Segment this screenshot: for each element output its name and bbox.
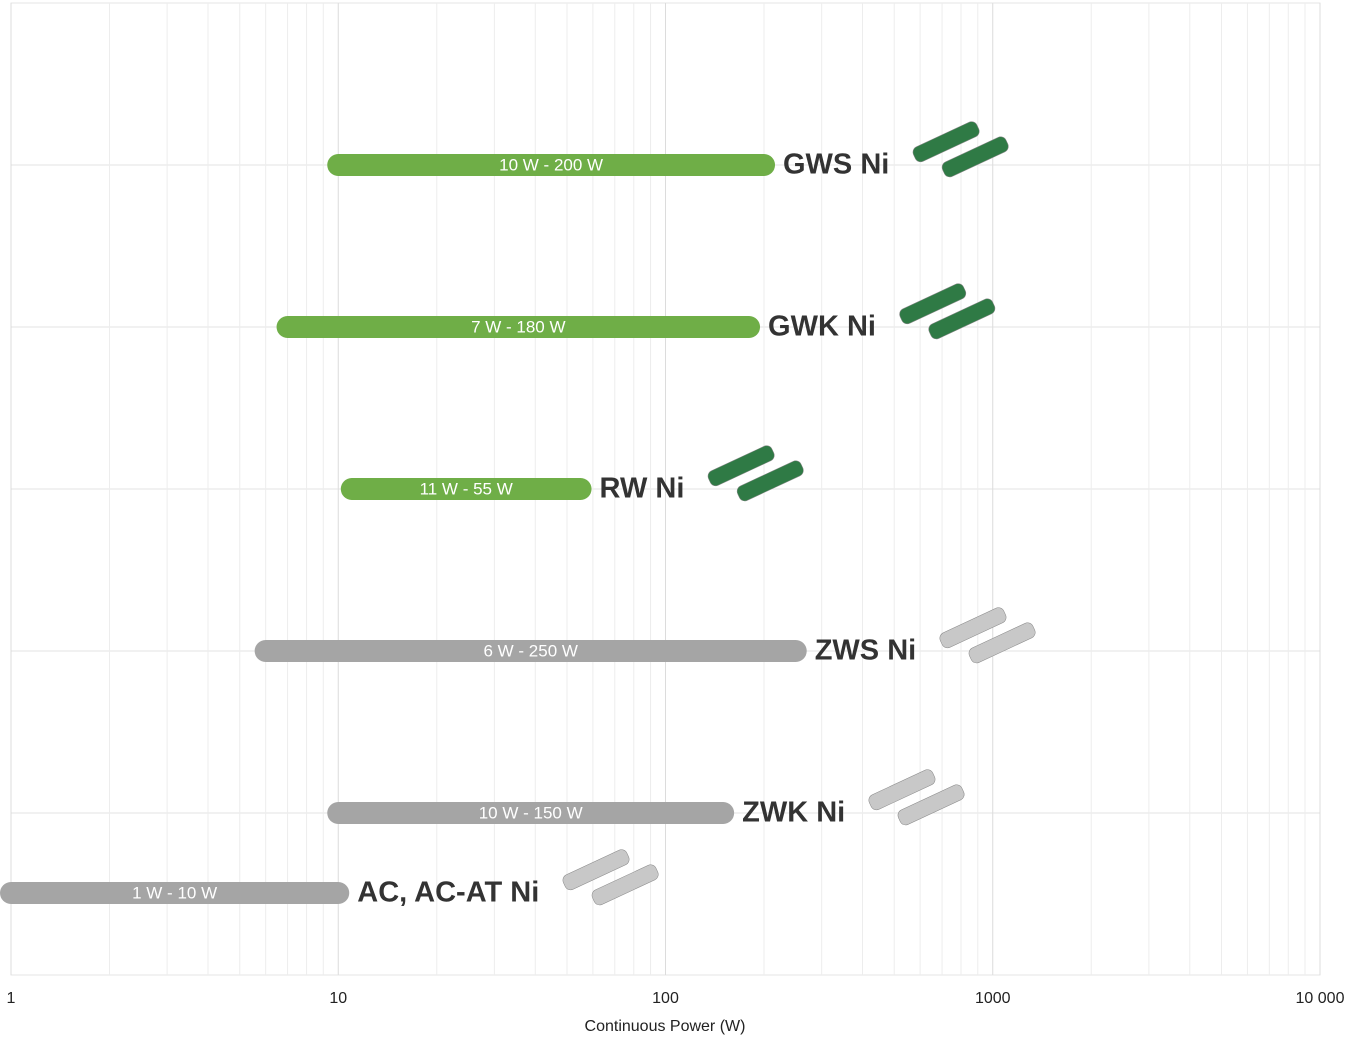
product-image xyxy=(939,607,1036,664)
product-name: GWS Ni xyxy=(783,149,889,181)
resistor-body xyxy=(939,607,1007,649)
x-axis-label: Continuous Power (W) xyxy=(585,1018,746,1035)
resistor-body xyxy=(562,849,630,891)
product-image xyxy=(912,121,1009,178)
range-bar xyxy=(340,478,592,500)
resistor-body xyxy=(928,298,996,340)
range-bar xyxy=(276,316,761,338)
resistor-body xyxy=(941,136,1009,178)
resistor-body xyxy=(591,864,659,906)
bar-value-label: 6 W - 250 W xyxy=(483,641,577,660)
product-name: ZWS Ni xyxy=(815,635,917,667)
resistor-body xyxy=(899,283,967,325)
bar-value-label: 7 W - 180 W xyxy=(471,317,565,336)
bar-value-label: 10 W - 150 W xyxy=(479,803,583,822)
range-bar xyxy=(327,802,735,824)
bar-value-label: 11 W - 55 W xyxy=(420,479,513,498)
resistor-body xyxy=(897,784,965,826)
resistor-body xyxy=(868,769,936,811)
resistor-body xyxy=(736,460,804,502)
product-name: RW Ni xyxy=(600,473,685,505)
x-tick-label: 1 xyxy=(7,990,16,1007)
product-name: GWK Ni xyxy=(768,311,876,343)
product-image xyxy=(899,283,996,340)
bar-value-label: 1 W - 10 W xyxy=(132,883,217,902)
x-tick-label: 10 000 xyxy=(1296,990,1345,1007)
resistor-body xyxy=(968,622,1036,664)
x-tick-label: 100 xyxy=(652,990,679,1007)
x-tick-label: 1000 xyxy=(975,990,1011,1007)
resistor-body xyxy=(707,445,775,487)
product-name: ZWK Ni xyxy=(742,797,845,829)
x-tick-label: 10 xyxy=(329,990,347,1007)
product-name: AC, AC-AT Ni xyxy=(357,877,539,909)
resistor-body xyxy=(912,121,980,163)
product-image xyxy=(562,849,659,906)
range-bar xyxy=(0,882,350,904)
product-image xyxy=(707,445,804,502)
range-bar xyxy=(254,640,807,662)
product-image xyxy=(868,769,965,826)
range-bar xyxy=(327,154,776,176)
bar-value-label: 10 W - 200 W xyxy=(499,155,603,174)
